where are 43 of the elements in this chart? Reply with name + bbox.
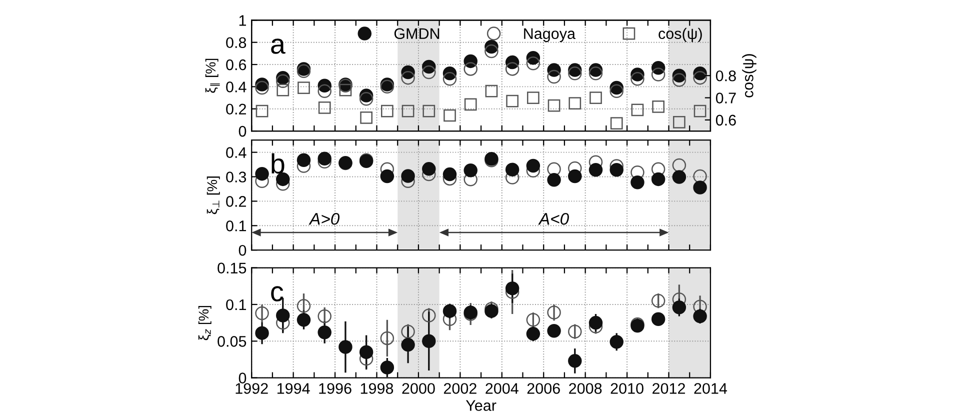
y-tick-label: 0.05	[218, 336, 246, 347]
x-tick-label: 2004	[486, 383, 518, 394]
x-tick-label: 1994	[277, 383, 310, 394]
x-tick-label: 2010	[610, 383, 644, 394]
x-axis-title: Year	[466, 400, 496, 411]
y-tick-label: 0.4	[226, 147, 246, 158]
y-axis-title: ξ$_{z}$ [%]	[198, 306, 212, 340]
y2-tick-label: 0.6	[716, 114, 736, 126]
y-tick-label: 0.2	[226, 104, 246, 115]
y-tick-label: 0	[238, 244, 246, 256]
annotation: b	[272, 153, 284, 174]
annotation: c	[271, 286, 284, 302]
y-axis-title: ξ$_{⊥}$ [%]	[206, 176, 220, 214]
y-tick-label: 0.1	[226, 220, 246, 232]
x-tick-label: 2012	[652, 383, 685, 394]
y2-tick-label: 0.8	[716, 70, 736, 82]
y2-tick-label: 0.7	[716, 92, 736, 104]
y-tick-label: 0	[238, 126, 246, 137]
annotation: A<0	[538, 212, 569, 225]
annotation: a	[271, 38, 286, 54]
y-tick-label: 1	[239, 15, 246, 26]
series-label: GMDN	[394, 28, 440, 40]
y-tick-label: 0.8	[226, 37, 246, 48]
x-tick-label: 2006	[527, 383, 560, 394]
y-tick-label: 0.2	[226, 196, 246, 207]
y-tick-label: 0.1	[226, 299, 246, 310]
y2-axis-title: cos(ψ)	[742, 54, 756, 98]
y-tick-label: 0.6	[226, 59, 246, 70]
y-tick-label: 0.15	[218, 262, 246, 274]
y-axis-title: ξ$_{∥}$ [%]	[205, 58, 220, 93]
x-tick-label: 2000	[402, 383, 435, 394]
x-tick-label: 1998	[360, 383, 394, 394]
x-tick-label: 1996	[319, 383, 352, 394]
x-tick-label: 2008	[569, 383, 602, 394]
annotation: A>0	[308, 212, 340, 225]
x-tick-label: 2014	[694, 383, 728, 394]
x-tick-label: 2002	[444, 383, 476, 394]
x-tick-label: 1992	[236, 383, 268, 394]
legend-label: Nagoya	[524, 28, 576, 42]
legend-label: cos(ψ)	[658, 28, 702, 42]
y-tick-label: 0.4	[226, 82, 246, 92]
y-tick-label: 0	[238, 372, 246, 384]
y-tick-label: 0.3	[226, 172, 246, 182]
